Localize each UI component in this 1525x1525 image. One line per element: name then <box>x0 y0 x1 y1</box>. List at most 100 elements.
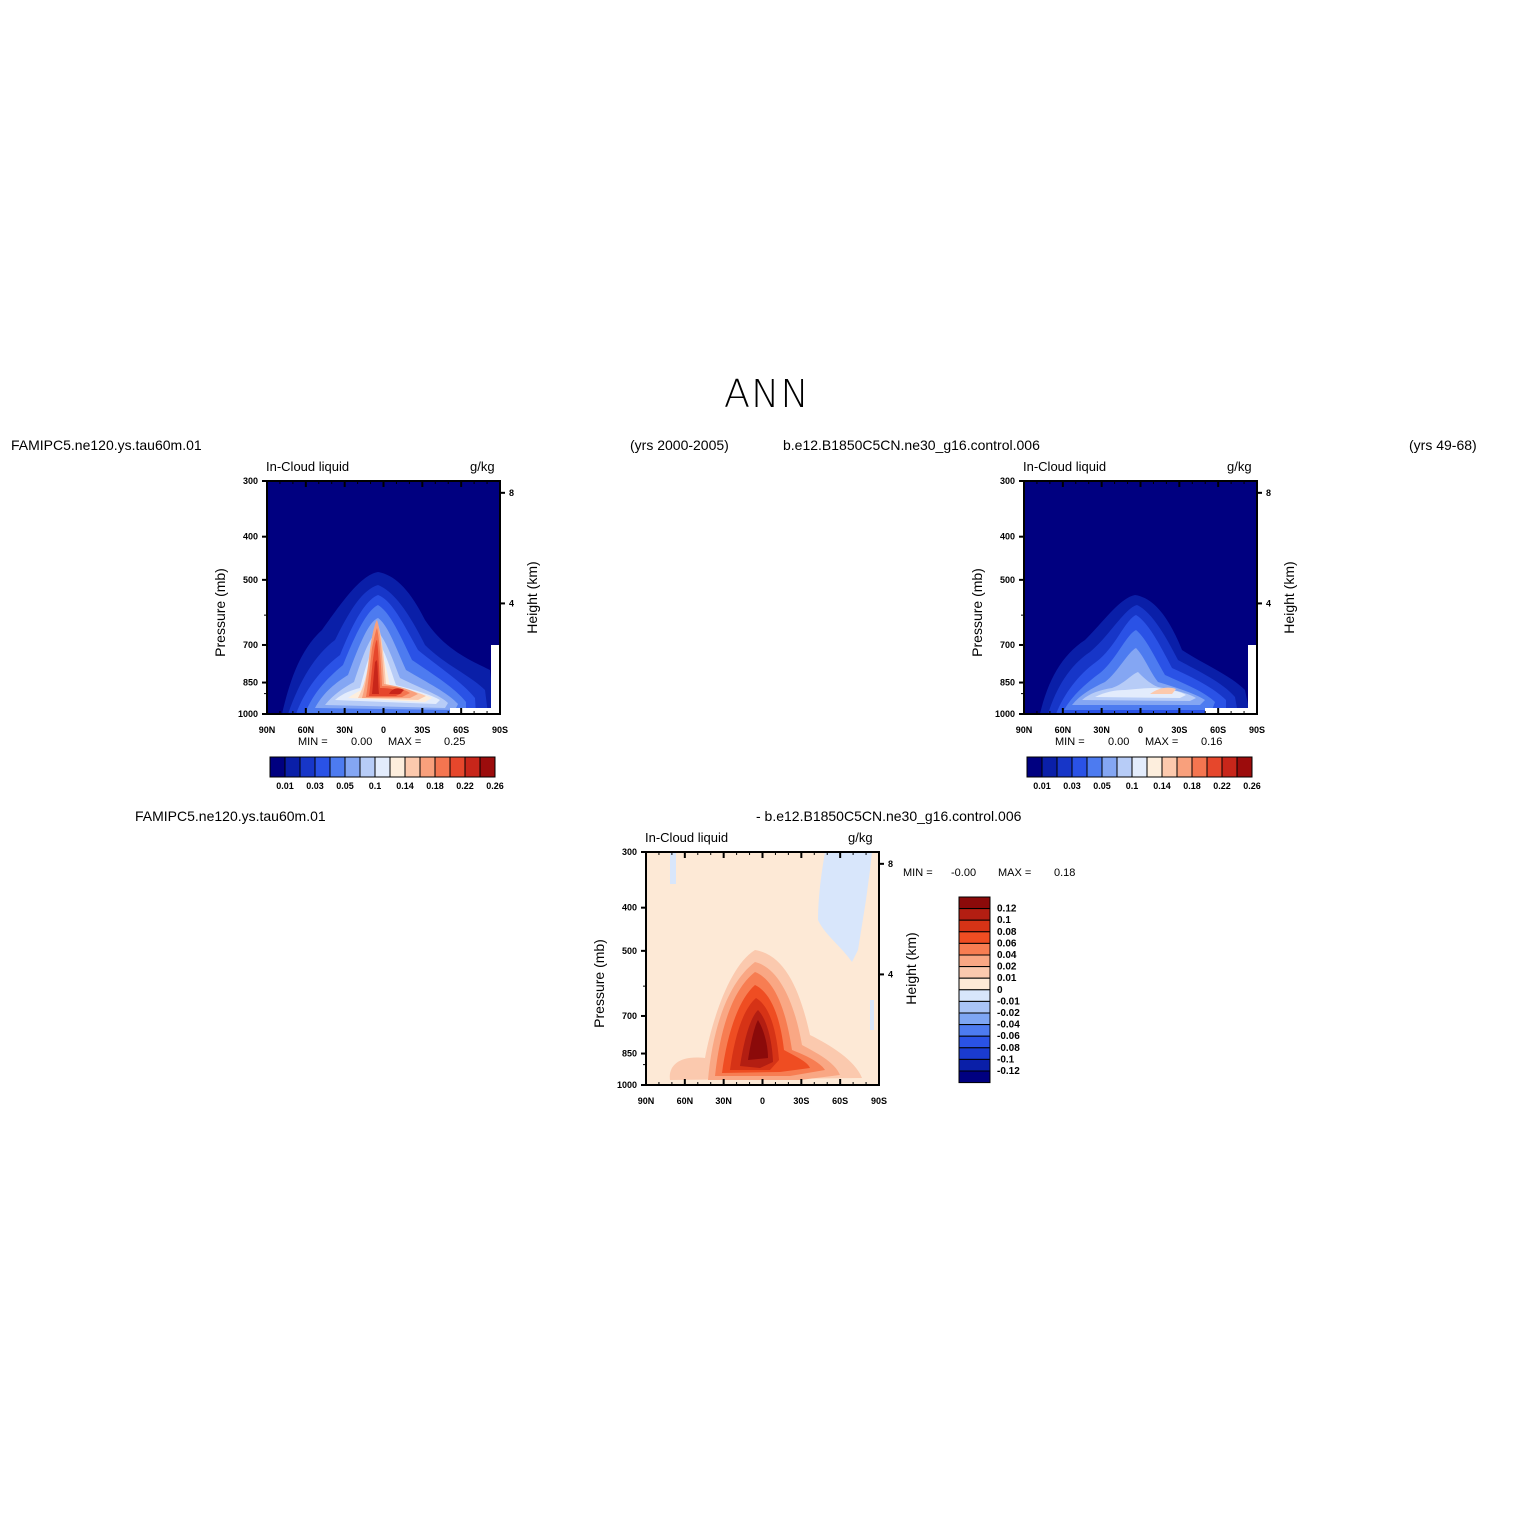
panel1-xtick-label: 30N <box>336 725 353 735</box>
panel2-rtick-label: 4 <box>1266 598 1271 608</box>
panel3-ytick-label: 1000 <box>617 1080 637 1090</box>
panel2-ytick-label: 850 <box>1000 678 1015 688</box>
panel3-ytick-label: 500 <box>622 946 637 956</box>
colorbar2-label: 0.05 <box>1093 781 1111 791</box>
panel1-xtick-label: 60S <box>453 725 469 735</box>
colorbar3-label: 0.04 <box>997 950 1017 961</box>
colorbar3-label: -0.06 <box>997 1031 1020 1042</box>
panel2-xtick-label: 0 <box>1138 725 1143 735</box>
panel3-case-name: FAMIPC5.ne120.ys.tau60m.01 <box>135 808 326 824</box>
panel2-ylabel-right: Height (km) <box>1281 561 1297 633</box>
colorbar2-swatch <box>1101 756 1118 778</box>
colorbar2-swatch <box>1026 756 1043 778</box>
panel3-xtick-label: 90S <box>871 1096 887 1106</box>
colorbar3-swatch <box>958 931 991 944</box>
panel2-max-value: 0.16 <box>1201 736 1223 748</box>
colorbar2-swatch <box>1086 756 1103 778</box>
colorbar1-label: 0.22 <box>456 781 474 791</box>
colorbar3-swatch <box>958 1024 991 1037</box>
panel2-xtick-label: 30N <box>1093 725 1110 735</box>
panel2-min-label: MIN = <box>1055 736 1085 748</box>
colorbar3-swatch <box>958 1035 991 1049</box>
colorbar1-swatch <box>389 756 406 778</box>
panel3-xtick-label: 60N <box>677 1096 694 1106</box>
colorbar2-swatch <box>1176 756 1193 778</box>
panel3-ytick-label: 400 <box>622 903 637 913</box>
colorbar1-swatch <box>314 756 331 778</box>
panel2-rtick-label: 8 <box>1266 488 1271 498</box>
panel2-ytick-label: 300 <box>1000 476 1015 486</box>
colorbar1-label: 0.1 <box>369 781 382 791</box>
panel1-contours <box>267 481 500 714</box>
panel3-ytick-label: 850 <box>622 1049 637 1059</box>
colorbar3-swatch <box>958 977 991 991</box>
panel3-xtick-label: 60S <box>832 1096 848 1106</box>
panel1-ytick-label: 400 <box>243 532 258 542</box>
colorbar3-label: -0.01 <box>997 996 1020 1007</box>
colorbar2-label: 0.18 <box>1183 781 1201 791</box>
colorbar3-swatch <box>958 908 991 921</box>
colorbar3-label: 0.1 <box>997 915 1011 926</box>
panel1-xtick-label: 90S <box>492 725 508 735</box>
panel1-ytick-label: 850 <box>243 678 258 688</box>
panel2-ytick-label: 400 <box>1000 532 1015 542</box>
colorbar1-label: 0.18 <box>426 781 444 791</box>
panel1-ylabel: Pressure (mb) <box>212 568 228 657</box>
colorbar3-swatch <box>958 1012 991 1026</box>
panel1-rtick-label: 4 <box>509 598 514 608</box>
panel3-xtick-label: 30S <box>793 1096 809 1106</box>
colorbar3-swatch <box>958 989 991 1002</box>
colorbar1-swatch <box>449 756 466 778</box>
panel2-case-name: b.e12.B1850C5CN.ne30_g16.control.006 <box>783 437 1040 453</box>
panel2-contours <box>1024 481 1257 714</box>
panel1-rtick-label: 8 <box>509 488 514 498</box>
panel2-ytick-label: 1000 <box>995 709 1015 719</box>
panel1-ytick-label: 500 <box>243 575 258 585</box>
panel2-xtick-label: 30S <box>1171 725 1187 735</box>
colorbar3-label: -0.02 <box>997 1008 1020 1019</box>
panel2-xtick-label: 60N <box>1055 725 1072 735</box>
colorbar3-swatch <box>958 966 991 979</box>
colorbar3-label: 0.01 <box>997 973 1017 984</box>
colorbar2-label: 0.03 <box>1063 781 1081 791</box>
colorbar1-swatch <box>419 756 436 778</box>
panel2-years: (yrs 49-68) <box>1409 437 1477 453</box>
colorbar2-swatch <box>1191 756 1208 778</box>
panel2-ytick-label: 700 <box>1000 640 1015 650</box>
colorbar1-label: 0.01 <box>276 781 294 791</box>
panel3-min-label: MIN = <box>903 867 933 879</box>
colorbar1-swatch <box>404 756 421 778</box>
panel3-min-value: -0.00 <box>951 867 977 879</box>
panel1-ytick-label: 300 <box>243 476 258 486</box>
colorbar3-swatch <box>958 1047 991 1060</box>
panel2-ytick-label: 500 <box>1000 575 1015 585</box>
colorbar3-swatch <box>958 896 991 910</box>
panel3-ytick-label: 700 <box>622 1011 637 1021</box>
panel1-ytick-label: 700 <box>243 640 258 650</box>
panel3-xtick-label: 30N <box>715 1096 732 1106</box>
colorbar1-label: 0.05 <box>336 781 354 791</box>
panel3-units: g/kg <box>848 830 873 845</box>
panel1-ylabel-right: Height (km) <box>524 561 540 633</box>
panel2-xtick-label: 90S <box>1249 725 1265 735</box>
colorbar2-swatch <box>1131 756 1148 778</box>
colorbar1-swatch <box>344 756 361 778</box>
panel1-units: g/kg <box>470 459 495 474</box>
colorbar2-swatch <box>1041 756 1058 778</box>
colorbar3-label: 0.08 <box>997 927 1017 938</box>
colorbar3-swatch <box>958 954 991 968</box>
panel1-case-name: FAMIPC5.ne120.ys.tau60m.01 <box>11 437 202 453</box>
panel1-max-value: 0.25 <box>444 736 466 748</box>
panel1-min-label: MIN = <box>298 736 328 748</box>
panel1-variable: In-Cloud liquid <box>266 459 350 474</box>
colorbar2-label: 0.1 <box>1126 781 1139 791</box>
colorbar3-label: -0.12 <box>997 1066 1020 1077</box>
panel2-xtick-label: 60S <box>1210 725 1226 735</box>
panel3-max-label: MAX = <box>998 867 1032 879</box>
colorbar2-swatch <box>1206 756 1223 778</box>
colorbar1-label: 0.03 <box>306 781 324 791</box>
colorbar2-swatch <box>1161 756 1178 778</box>
panel1-xtick-label: 60N <box>298 725 315 735</box>
panel3-contours <box>646 852 879 1085</box>
